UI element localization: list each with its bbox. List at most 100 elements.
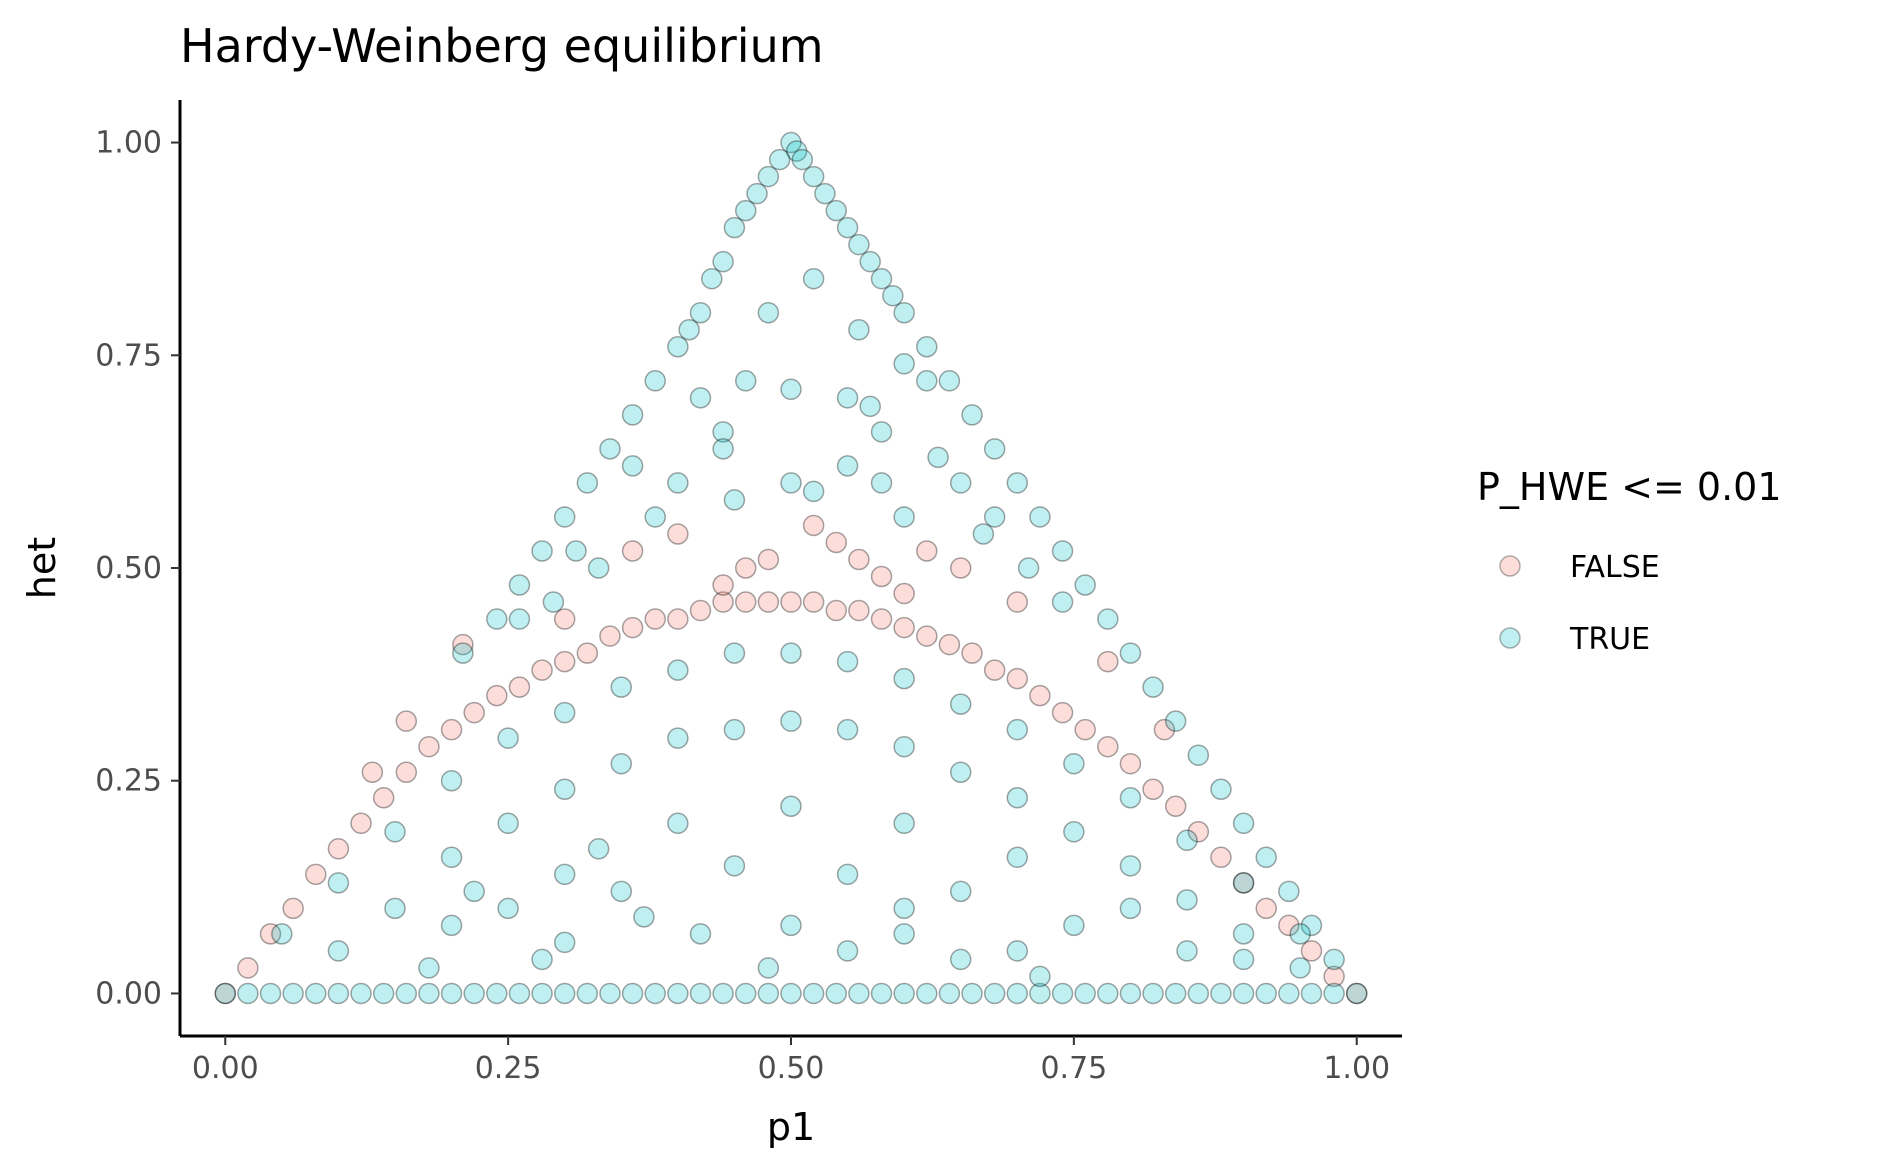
data-point	[1345, 982, 1368, 1005]
data-point	[395, 710, 418, 732]
data-point	[1289, 923, 1311, 945]
data-point	[327, 872, 350, 894]
data-point	[1006, 786, 1029, 809]
data-point	[1278, 914, 1300, 937]
data-point	[553, 608, 576, 630]
data-point	[667, 659, 689, 681]
data-point	[1232, 948, 1255, 971]
data-point	[780, 378, 802, 401]
x-axis-title: p1	[767, 1105, 815, 1149]
data-point	[610, 752, 633, 775]
data-point	[893, 301, 915, 324]
data-point	[825, 599, 848, 622]
data-point	[780, 710, 802, 732]
data-point	[983, 659, 1006, 681]
data-point	[836, 718, 859, 741]
data-point	[938, 633, 961, 656]
data-point	[712, 982, 734, 1005]
data-point	[1029, 506, 1051, 528]
data-point	[621, 616, 644, 639]
data-point	[949, 948, 972, 971]
data-point	[780, 795, 802, 818]
data-point	[734, 557, 757, 579]
data-point	[848, 548, 870, 571]
data-point	[870, 472, 893, 494]
y-tick-label: 0.00	[95, 976, 162, 1011]
data-point	[1119, 752, 1142, 775]
data-point	[610, 880, 633, 903]
legend-key-false	[1499, 555, 1521, 577]
data-point	[587, 557, 610, 579]
data-point	[553, 650, 576, 673]
data-point	[542, 591, 565, 613]
data-point	[848, 982, 870, 1005]
data-point	[1029, 965, 1051, 988]
data-point	[418, 957, 440, 979]
data-point	[282, 897, 304, 920]
data-point	[1051, 540, 1074, 562]
y-tick-label: 0.25	[95, 764, 162, 799]
data-point	[644, 506, 666, 528]
series-true	[214, 131, 1368, 1005]
data-point	[1255, 897, 1277, 920]
data-point	[1051, 982, 1074, 1005]
data-point	[486, 684, 508, 707]
data-point	[1176, 889, 1198, 911]
data-point	[644, 982, 666, 1005]
data-point	[1119, 897, 1142, 920]
data-point	[893, 982, 915, 1005]
data-point	[893, 582, 915, 605]
data-point	[1006, 667, 1029, 690]
data-point	[836, 387, 859, 409]
y-tick-label: 0.75	[95, 338, 162, 373]
data-point	[1278, 880, 1300, 903]
data-point	[667, 727, 689, 749]
data-point	[1029, 982, 1051, 1005]
data-point	[949, 472, 972, 494]
data-point	[1006, 472, 1029, 494]
data-point	[553, 931, 576, 954]
data-point	[882, 284, 904, 307]
data-point	[1255, 982, 1277, 1005]
data-point	[395, 761, 418, 783]
data-point	[836, 216, 859, 239]
data-point	[802, 267, 825, 290]
data-point	[1187, 821, 1210, 843]
data-point	[1176, 940, 1198, 962]
data-point	[384, 821, 406, 843]
data-point	[802, 982, 825, 1005]
data-point	[1006, 846, 1029, 869]
data-point	[689, 599, 712, 622]
data-point	[553, 701, 576, 724]
data-point	[689, 923, 712, 945]
data-point	[667, 812, 689, 835]
data-point	[785, 140, 808, 162]
data-point	[983, 438, 1006, 460]
data-point	[893, 667, 915, 690]
data-point	[927, 446, 949, 469]
data-point	[327, 838, 350, 860]
data-point	[282, 982, 304, 1005]
data-point	[712, 421, 734, 443]
legend-key-true	[1499, 627, 1521, 649]
data-point	[802, 165, 825, 188]
data-point	[1300, 982, 1323, 1005]
data-point	[825, 982, 848, 1005]
data-point	[961, 642, 983, 664]
data-point	[214, 982, 237, 1005]
data-point	[440, 914, 463, 937]
data-point	[621, 982, 644, 1005]
data-point	[870, 267, 893, 290]
data-point	[1074, 574, 1096, 596]
data-point	[1119, 786, 1142, 809]
data-point	[961, 982, 983, 1005]
data-point	[916, 370, 938, 392]
data-point	[395, 982, 418, 1005]
data-point	[497, 897, 519, 920]
data-point	[961, 404, 983, 426]
data-point	[1051, 701, 1074, 724]
x-tick-label: 0.25	[475, 1051, 542, 1086]
data-point	[1063, 821, 1085, 843]
data-point	[1006, 718, 1029, 741]
